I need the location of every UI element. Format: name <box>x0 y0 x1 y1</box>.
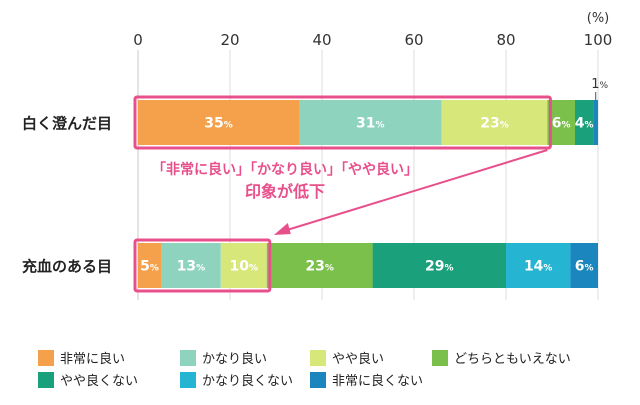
bar-segment <box>575 100 594 145</box>
legend-swatch <box>38 371 54 388</box>
x-tick-label: 80 <box>496 31 515 49</box>
bar-segment <box>570 243 598 288</box>
legend-item: かなり良くない <box>180 370 293 389</box>
bar-segment <box>506 243 571 288</box>
category-label: 白く澄んだ目 <box>22 115 112 133</box>
legend-item: やや良い <box>310 348 384 367</box>
legend-label: かなり良くない <box>202 374 294 389</box>
data-label: 1% <box>591 77 608 92</box>
legend-label: どちらともいえない <box>454 352 571 367</box>
legend-swatch <box>310 349 326 366</box>
bars: 35% 31% 23% 6% 4%1%5% 13% 10% 23% 29% 14% 6% <box>138 77 609 288</box>
bar-segment <box>372 243 506 288</box>
x-tick-label: 60 <box>404 31 423 49</box>
highlight-box <box>133 238 272 293</box>
bar-segment <box>220 243 267 288</box>
arrow-line <box>283 149 548 232</box>
annotation: 「非常に良い」「かなり良い」「やや良い」印象が低下 <box>133 95 552 293</box>
legend-item: どちらともいえない <box>432 348 571 367</box>
bar-segment <box>593 100 598 145</box>
bar-segment <box>138 100 299 145</box>
legend-swatch <box>180 371 196 388</box>
legend-label: やや良くない <box>60 374 139 389</box>
bar-segment <box>441 100 548 145</box>
legend-item: 非常に良くない <box>310 370 423 389</box>
bar-segment <box>138 243 161 288</box>
legend-swatch <box>310 371 326 388</box>
annotation-line1: 「非常に良い」「かなり良い」「やや良い」 <box>152 161 418 178</box>
legend-label: かなり良い <box>202 352 268 367</box>
legend-item: 非常に良い <box>38 348 125 367</box>
x-tick-label: 40 <box>312 31 331 49</box>
arrow-head <box>273 223 291 235</box>
x-tick-label: 100 <box>584 31 613 49</box>
legend-label: 非常に良くない <box>332 374 424 389</box>
legend-swatch <box>180 349 196 366</box>
category-label: 充血のある目 <box>22 258 112 276</box>
bar-segment <box>161 243 221 288</box>
legend-item: やや良くない <box>38 370 138 389</box>
bar-segment <box>299 100 442 145</box>
x-tick-label: 20 <box>220 31 239 49</box>
bar-segment <box>547 100 575 145</box>
legend-label: やや良い <box>332 352 385 367</box>
x-tick-label: 0 <box>133 31 143 49</box>
unit-label: (%) <box>587 11 610 26</box>
legend-swatch <box>38 349 54 366</box>
legend-swatch <box>432 349 448 366</box>
bar-segment <box>266 243 373 288</box>
legend-item: かなり良い <box>180 348 267 367</box>
stacked-bar-chart: 0 20 40 60 80 100 (%) 35% 31% 23% 6% 4%1%5% 13% 10%… <box>22 11 612 300</box>
annotation-line2: 印象が低下 <box>245 182 325 201</box>
legend-label: 非常に良い <box>60 352 126 367</box>
x-tick-labels: 0 20 40 60 80 100 <box>133 31 612 49</box>
highlight-box <box>133 95 552 150</box>
